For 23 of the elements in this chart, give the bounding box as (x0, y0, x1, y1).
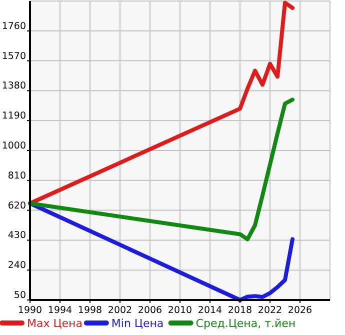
x-tick-label: 2002 (108, 305, 132, 316)
x-tick-label: 1994 (48, 305, 72, 316)
x-tick-label: 2022 (258, 305, 282, 316)
legend-label: Max Цена (27, 317, 82, 330)
legend-label: Min Цена (111, 317, 164, 330)
y-tick-label: 240 (8, 260, 26, 272)
y-tick-label: 1000 (2, 140, 26, 152)
x-tick-label: 2026 (288, 305, 312, 316)
y-tick-label: 1380 (2, 80, 26, 92)
x-tick-label: 1990 (18, 305, 42, 316)
x-tick-label: 1998 (78, 305, 102, 316)
y-tick-label: 50 (14, 290, 26, 301)
y-tick-label: 620 (8, 200, 26, 212)
y-tick-label: 430 (8, 230, 26, 242)
legend-label: Сред.Цена, т.йен (196, 317, 296, 330)
y-tick-label: 1570 (2, 50, 26, 62)
y-tick-label: 1190 (2, 110, 26, 122)
x-tick-label: 2014 (198, 305, 222, 316)
x-tick-label: 2010 (168, 305, 192, 316)
y-tick-label: 810 (8, 170, 26, 182)
x-tick-label: 2006 (138, 305, 162, 316)
y-tick-label: 1760 (2, 20, 26, 32)
x-tick-label: 2018 (228, 305, 252, 316)
